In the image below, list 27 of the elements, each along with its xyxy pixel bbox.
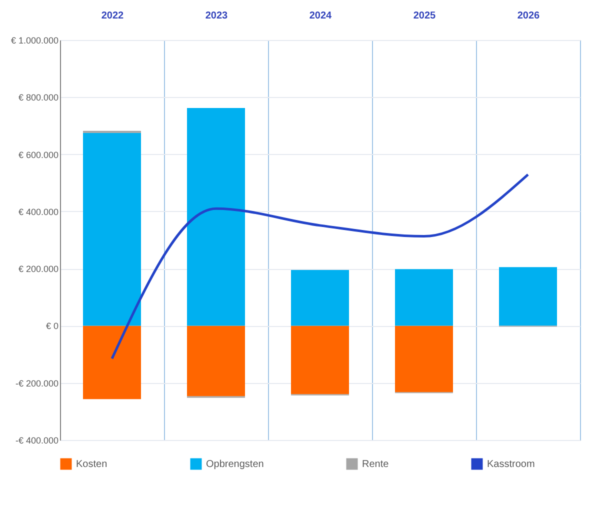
bar [187, 326, 245, 396]
x-tick-label: 2024 [309, 10, 332, 22]
bar [291, 270, 349, 326]
line-series [110, 173, 530, 360]
y-tick-label: € 800.000 [18, 92, 58, 103]
legend-label: Rente [362, 459, 390, 470]
bar [83, 132, 141, 326]
y-tick-label: -€ 400.000 [15, 436, 58, 446]
legend-label: Opbrengsten [206, 459, 264, 470]
x-tick-label: 2023 [205, 10, 228, 22]
y-tick-label: € 400.000 [18, 206, 58, 217]
x-tick-label: 2022 [101, 10, 124, 22]
bar [499, 267, 557, 326]
bar [395, 269, 453, 326]
x-tick-label: 2026 [517, 10, 540, 22]
x-tick-label: 2025 [413, 10, 436, 22]
bar [83, 326, 141, 400]
y-tick-label: € 1.000.000 [10, 36, 58, 46]
bar [291, 326, 349, 394]
bar [187, 108, 245, 326]
legend-label: Kosten [76, 459, 108, 470]
legend-label: Kasstroom [487, 459, 535, 470]
y-tick-label: € 200.000 [18, 264, 58, 274]
y-tick-label: € 0 [46, 321, 58, 332]
y-tick-label: -€ 200.000 [15, 378, 58, 388]
bar [395, 326, 453, 392]
y-tick-label: € 600.000 [18, 150, 58, 160]
